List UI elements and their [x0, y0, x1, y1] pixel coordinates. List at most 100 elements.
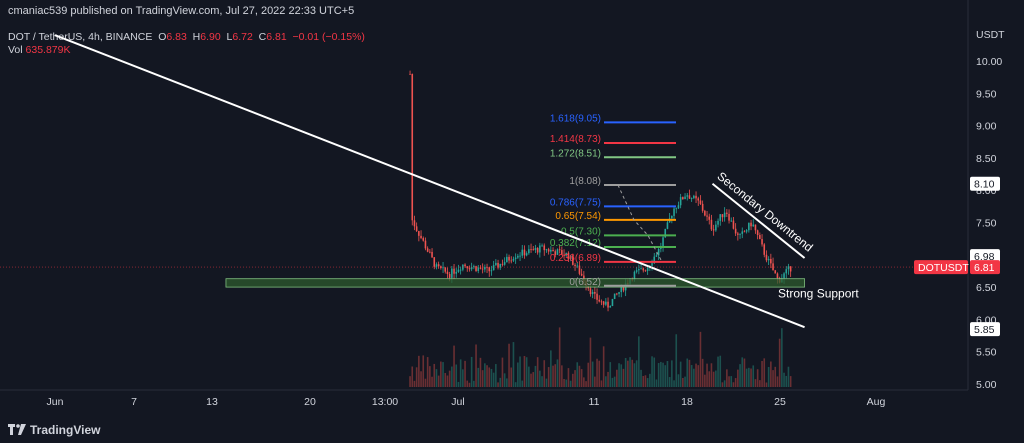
- fib-level-label: 1.414(8.73): [550, 134, 601, 145]
- price-marker-box: [970, 322, 1000, 337]
- volume-bar: [530, 373, 532, 387]
- candle-body: [497, 262, 499, 268]
- candle-body: [664, 228, 667, 238]
- current-price-label: 6.81: [974, 262, 995, 274]
- candle-body: [750, 222, 752, 227]
- volume-bar: [708, 371, 711, 387]
- volume-bar: [726, 369, 728, 387]
- volume-bar: [492, 372, 495, 387]
- candle-body: [761, 238, 763, 245]
- candle-body: [618, 292, 620, 294]
- candle-body: [481, 268, 484, 270]
- candle-body: [459, 269, 462, 271]
- candle-body: [490, 270, 493, 272]
- candle-body: [488, 267, 491, 272]
- candle-body: [745, 230, 748, 232]
- candle-body: [651, 263, 653, 266]
- candle-body: [730, 220, 733, 222]
- candle-body: [657, 248, 660, 256]
- price-marker-label: 8.10: [974, 179, 995, 191]
- candle-body: [646, 267, 649, 271]
- candle-body: [431, 251, 433, 258]
- candle-body: [653, 256, 656, 264]
- symbol-price-tag-label: DOTUSDT: [918, 262, 969, 274]
- volume-bar: [761, 360, 763, 387]
- volume-bar: [572, 373, 574, 387]
- volume-bar: [785, 375, 788, 387]
- candle-body: [530, 249, 532, 251]
- volume-bar: [673, 380, 675, 387]
- y-tick-label: 10.00: [976, 56, 1002, 68]
- candle-body: [776, 273, 779, 279]
- volume-bar: [607, 371, 609, 387]
- candle-body: [719, 214, 722, 221]
- candle-body: [420, 235, 422, 239]
- volume-bar: [552, 365, 554, 387]
- volume-bar: [525, 357, 528, 387]
- candle-body: [737, 233, 739, 235]
- candle-body: [642, 268, 645, 271]
- candle-body: [413, 220, 416, 227]
- x-tick-label: 18: [681, 396, 693, 408]
- volume-bar: [561, 365, 563, 387]
- candle-body: [679, 197, 682, 206]
- volume-bar: [514, 382, 517, 387]
- candle-body: [635, 270, 638, 272]
- candle-body: [605, 301, 607, 305]
- candle-body: [528, 249, 530, 254]
- candle-body: [569, 255, 572, 260]
- fib-level-label: 1(8.08): [569, 176, 601, 187]
- candle-body: [620, 285, 623, 293]
- y-tick-label: 6.50: [976, 282, 997, 294]
- candle-body: [686, 195, 689, 197]
- price-chart[interactable]: 1.618(9.05) 1.414(8.73) 1.272(8.51) 1(8.08)…: [0, 0, 1024, 418]
- candle-body: [426, 248, 429, 252]
- volume-bar: [763, 358, 766, 387]
- volume-bar: [664, 365, 667, 387]
- volume-label: Vol: [8, 44, 23, 56]
- volume-bar: [440, 361, 442, 387]
- x-tick-label: 13: [206, 396, 218, 408]
- volume-bar: [688, 359, 691, 387]
- volume-bar: [741, 357, 744, 387]
- volume-bar: [453, 345, 455, 387]
- volume-bar: [556, 359, 559, 387]
- volume-bar: [609, 362, 612, 387]
- volume-bar: [523, 355, 526, 387]
- volume-bar: [455, 364, 458, 387]
- volume-bar: [596, 358, 598, 387]
- volume-bar: [585, 381, 587, 387]
- symbol-name[interactable]: DOT / TetherUS, 4h, BINANCE: [8, 31, 153, 43]
- tradingview-logo[interactable]: TradingView: [8, 423, 100, 437]
- volume-bar: [717, 356, 719, 387]
- candle-body: [495, 262, 497, 266]
- volume-bar: [715, 370, 717, 387]
- candle-body: [759, 235, 761, 239]
- candle-body: [767, 258, 770, 261]
- volume-bar: [774, 366, 777, 387]
- candle-body: [662, 237, 664, 247]
- volume-bar: [737, 369, 739, 387]
- volume-bar: [565, 379, 568, 387]
- candle-body: [596, 293, 598, 300]
- volume-bar: [732, 382, 735, 387]
- candle-body: [473, 266, 475, 268]
- candle-body: [484, 266, 486, 270]
- candle-body: [673, 208, 675, 216]
- trendline-secondary-downtrend[interactable]: [711, 182, 806, 259]
- volume-bar: [778, 338, 781, 387]
- volume-bar: [510, 367, 513, 387]
- volume-bar: [479, 357, 482, 387]
- candle-body: [594, 291, 596, 294]
- volume-bar: [541, 376, 543, 387]
- trendline-main-downtrend[interactable]: [54, 34, 805, 329]
- candle-body: [556, 249, 559, 255]
- candle-body: [503, 262, 506, 265]
- candle-body: [512, 258, 515, 261]
- candle-body: [501, 263, 504, 265]
- volume-bar: [435, 369, 438, 387]
- volume-bar: [466, 380, 469, 387]
- volume-bar: [699, 331, 702, 387]
- volume-bar: [657, 363, 660, 387]
- candle-body: [541, 245, 543, 247]
